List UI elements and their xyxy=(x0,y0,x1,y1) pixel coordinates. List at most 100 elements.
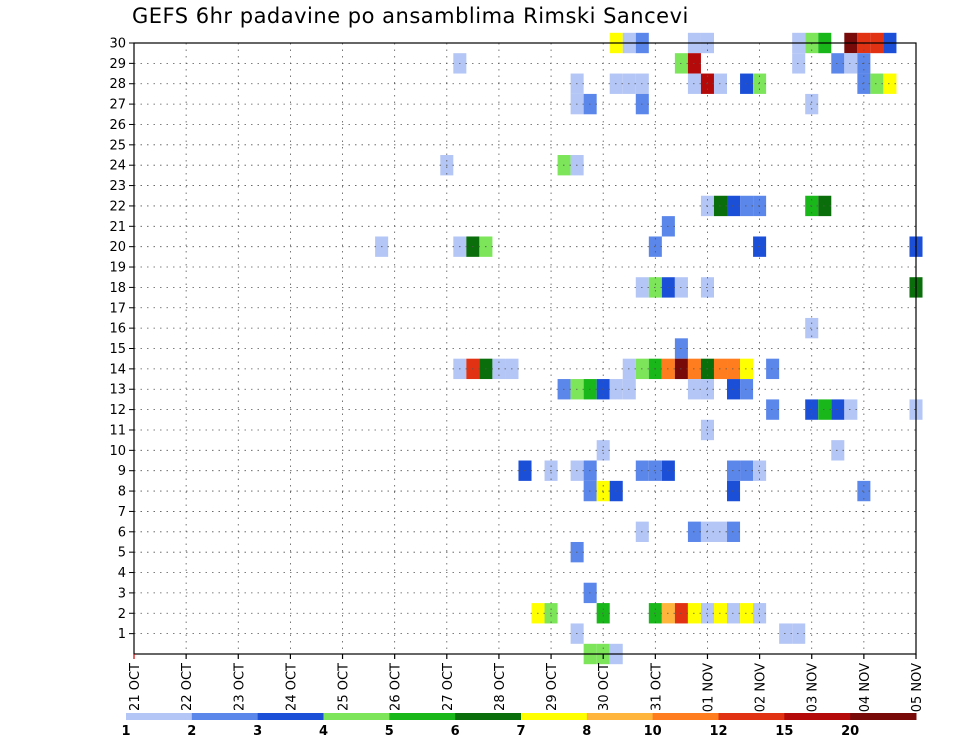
heatmap-cell xyxy=(818,399,832,420)
colorbar-swatch xyxy=(850,713,917,720)
heatmap-cell xyxy=(740,379,754,400)
y-tick-label: 22 xyxy=(109,199,126,214)
y-tick-label: 19 xyxy=(109,261,126,276)
colorbar-swatch xyxy=(323,713,390,720)
heatmap-cell xyxy=(831,440,845,461)
colorbar-legend: 1 2 3 4 5 6 7 8 10 12 15 20 xyxy=(121,713,917,739)
colorbar-label: 7 xyxy=(516,724,525,739)
y-tick-label: 16 xyxy=(109,322,126,337)
colorbar-label: 15 xyxy=(775,724,793,739)
y-tick-label: 9 xyxy=(118,464,126,479)
y-tick-label: 14 xyxy=(109,362,126,377)
heatmap-cell xyxy=(727,480,741,502)
y-tick-label: 5 xyxy=(118,546,126,561)
heatmap-cell xyxy=(727,195,741,217)
y-tick-label: 23 xyxy=(109,179,126,194)
colorbar-label: 4 xyxy=(319,724,328,739)
colorbar-swatch xyxy=(652,713,719,720)
y-tick-label: 17 xyxy=(109,301,126,316)
x-tick-label: 25 OCT xyxy=(337,663,352,711)
heatmap-cell xyxy=(831,399,845,420)
x-tick-label: 30 OCT xyxy=(597,663,612,711)
colorbar-label: 12 xyxy=(709,724,727,739)
colorbar-label: 6 xyxy=(451,724,460,739)
y-tick-label: 8 xyxy=(118,485,126,500)
y-tick-label: 3 xyxy=(118,586,126,601)
y-tick-label: 29 xyxy=(109,57,126,72)
heatmap-cell xyxy=(740,195,754,217)
x-tick-label: 04 NOV xyxy=(858,663,873,712)
heatmap-cell xyxy=(792,53,806,74)
colorbar-swatch xyxy=(191,713,259,720)
x-tick-label: 21 OCT xyxy=(128,663,143,711)
y-tick-label: 7 xyxy=(118,505,126,520)
heatmap-cell xyxy=(883,73,897,94)
x-tick-label: 28 OCT xyxy=(493,663,508,711)
colorbar-swatch xyxy=(586,713,654,720)
y-tick-label: 27 xyxy=(109,98,126,113)
y-tick-label: 15 xyxy=(109,342,126,357)
colorbar-swatch xyxy=(718,713,785,720)
x-tick-label: 29 OCT xyxy=(545,663,560,711)
x-tick-label: 24 OCT xyxy=(284,663,299,711)
heatmap-cell xyxy=(727,358,741,380)
y-axis-ticks: 1234567891011121314151617181920212223242… xyxy=(109,37,134,642)
y-tick-label: 26 xyxy=(109,118,126,133)
heatmap-cell xyxy=(753,236,767,257)
x-axis-ticks: 21 OCT 22 OCT 23 OCT 24 OCT 25 OCT 26 OCT 27 O… xyxy=(128,654,925,712)
colorbar-label: 20 xyxy=(841,724,859,739)
x-tick-label: 27 OCT xyxy=(441,663,456,711)
heatmap-cell xyxy=(740,73,754,94)
x-tick-label: 23 OCT xyxy=(232,663,247,711)
heatmap-cell xyxy=(805,93,819,115)
y-tick-label: 30 xyxy=(109,37,126,52)
colorbar-label: 5 xyxy=(385,724,394,739)
heatmap-cell xyxy=(831,53,845,74)
colorbar-label: 8 xyxy=(582,724,591,739)
y-tick-label: 1 xyxy=(118,627,126,642)
x-tick-label: 26 OCT xyxy=(389,663,404,711)
x-tick-label: 02 NOV xyxy=(754,663,769,712)
colorbar-label: 10 xyxy=(644,724,662,739)
y-tick-label: 21 xyxy=(109,220,126,235)
heatmap-cell xyxy=(727,379,741,400)
y-tick-label: 2 xyxy=(118,607,126,622)
colorbar-label: 2 xyxy=(187,724,196,739)
heatmap-cell xyxy=(740,460,754,481)
heatmap-cell xyxy=(727,603,741,624)
heatmap-cell xyxy=(753,603,767,624)
heatmap-cell xyxy=(727,521,741,542)
y-tick-label: 25 xyxy=(109,138,126,153)
heatmap-cell xyxy=(779,623,793,644)
heatmap-cell xyxy=(740,603,754,624)
x-tick-label: 05 NOV xyxy=(910,663,925,712)
heatmap-cell xyxy=(792,623,806,644)
y-tick-label: 24 xyxy=(109,159,126,174)
y-tick-label: 10 xyxy=(109,444,126,459)
grid-lines xyxy=(134,42,916,654)
colorbar-swatch xyxy=(455,713,522,720)
y-tick-label: 28 xyxy=(109,77,126,92)
heatmap-cell xyxy=(766,358,780,380)
heatmap-cell xyxy=(727,460,741,481)
colorbar-label: 1 xyxy=(121,724,130,739)
colorbar-swatch xyxy=(126,713,193,720)
heatmap-cell xyxy=(805,317,819,339)
y-tick-label: 12 xyxy=(109,403,126,418)
heatmap-cell xyxy=(805,399,819,420)
heatmap-cell xyxy=(857,480,871,502)
heatmap-cell xyxy=(766,399,780,420)
x-tick-label: 22 OCT xyxy=(180,663,195,711)
y-tick-label: 4 xyxy=(118,566,126,581)
heatmap-cell xyxy=(818,195,832,217)
y-tick-label: 18 xyxy=(109,281,126,296)
heatmap-cell xyxy=(844,53,858,74)
colorbar-label: 3 xyxy=(253,724,262,739)
heatmap-cell xyxy=(740,358,754,380)
y-tick-label: 20 xyxy=(109,240,126,255)
x-tick-label: 01 NOV xyxy=(701,663,716,712)
y-tick-label: 13 xyxy=(109,383,126,398)
heatmap-cell xyxy=(857,73,871,94)
heatmap-cell xyxy=(753,73,767,94)
